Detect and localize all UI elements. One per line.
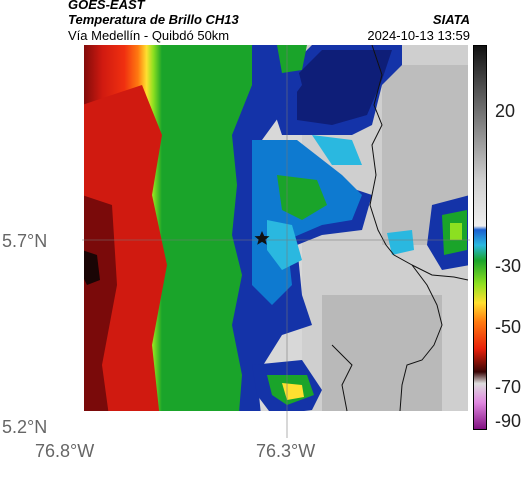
colorbar-tick: -70 bbox=[495, 377, 522, 397]
satellite-name: GOES-EAST bbox=[68, 0, 145, 12]
graticule bbox=[82, 45, 470, 438]
agency-label: SIATA bbox=[432, 12, 470, 27]
latitude-label: 5.7°N bbox=[2, 231, 48, 251]
latitude-label: 5.2°N bbox=[2, 417, 48, 437]
colorbar-tick: -90 bbox=[495, 411, 522, 431]
product-title: Temperatura de Brillo CH13 bbox=[68, 12, 239, 27]
datetime-label: 2024-10-13 13:59 bbox=[367, 28, 470, 43]
temperature-colorbar bbox=[473, 45, 487, 430]
colorbar-tick: -30 bbox=[495, 256, 522, 276]
colorbar-tick: 20 bbox=[495, 101, 516, 121]
colorbar-tick: -50 bbox=[495, 317, 522, 337]
longitude-label: 76.8°W bbox=[35, 441, 95, 461]
satellite-map bbox=[82, 45, 470, 438]
longitude-label: 76.3°W bbox=[256, 441, 316, 461]
borders bbox=[331, 45, 469, 412]
brightness-temperature-field bbox=[82, 45, 470, 438]
region-subtitle: Vía Medellín - Quibdó 50km bbox=[68, 28, 230, 43]
star-icon bbox=[254, 231, 270, 245]
